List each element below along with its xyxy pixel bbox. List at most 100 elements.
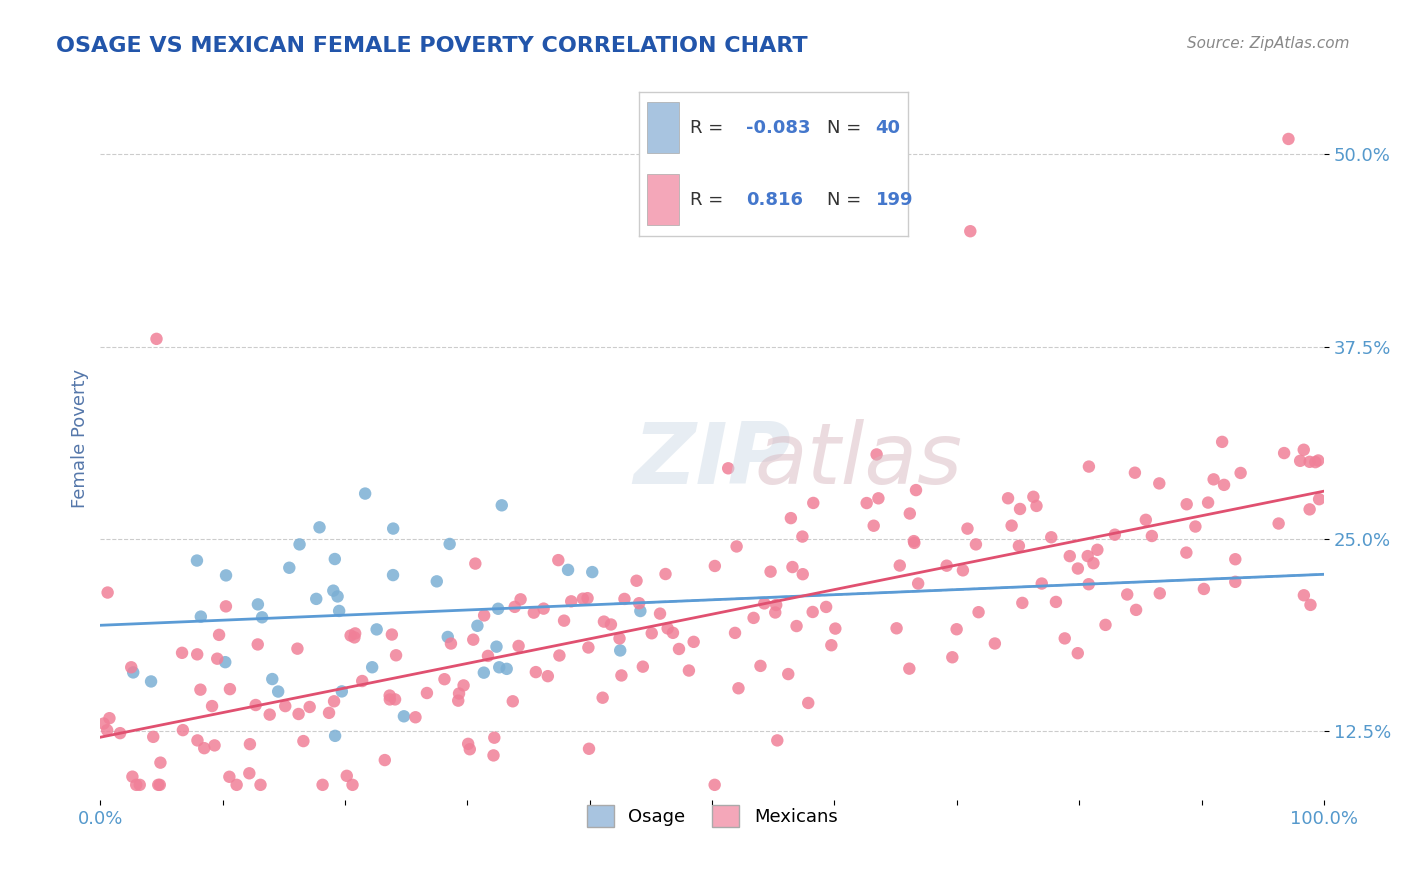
Mexicans — [959, 224, 981, 238]
Mexicans — [239, 737, 262, 751]
Osage — [323, 552, 346, 566]
Mexicans — [292, 734, 315, 748]
Mexicans — [1272, 446, 1295, 460]
Mexicans — [1053, 632, 1076, 646]
Osage — [267, 684, 290, 698]
Mexicans — [1225, 574, 1247, 589]
Mexicans — [149, 756, 172, 770]
Mexicans — [215, 599, 238, 614]
Mexicans — [786, 619, 808, 633]
Mexicans — [703, 558, 725, 573]
Osage — [328, 604, 350, 618]
Mexicans — [503, 599, 526, 614]
Mexicans — [298, 700, 321, 714]
Mexicans — [249, 778, 271, 792]
Mexicans — [245, 698, 267, 712]
Mexicans — [779, 511, 801, 525]
Mexicans — [225, 778, 247, 792]
Osage — [288, 537, 311, 551]
Osage — [436, 630, 458, 644]
Mexicans — [378, 692, 401, 706]
Osage — [214, 655, 236, 669]
Mexicans — [1116, 587, 1139, 601]
Mexicans — [142, 730, 165, 744]
Mexicans — [145, 332, 167, 346]
Mexicans — [824, 622, 846, 636]
Osage — [190, 609, 212, 624]
Osage — [354, 486, 377, 500]
Mexicans — [648, 607, 671, 621]
Mexicans — [148, 778, 170, 792]
Mexicans — [207, 651, 229, 665]
Mexicans — [447, 693, 470, 707]
Mexicans — [533, 601, 555, 615]
Mexicans — [464, 557, 486, 571]
Mexicans — [344, 626, 367, 640]
Mexicans — [509, 592, 531, 607]
Mexicans — [945, 622, 967, 636]
Mexicans — [204, 739, 226, 753]
Mexicans — [287, 641, 309, 656]
Mexicans — [801, 496, 824, 510]
Text: ZIP: ZIP — [633, 419, 792, 502]
Osage — [467, 619, 489, 633]
Mexicans — [1292, 442, 1315, 457]
Mexicans — [463, 632, 485, 647]
Mexicans — [592, 690, 614, 705]
Mexicans — [576, 591, 599, 606]
Mexicans — [218, 770, 240, 784]
Mexicans — [631, 659, 654, 673]
Mexicans — [1077, 549, 1099, 563]
Mexicans — [186, 648, 208, 662]
Mexicans — [1140, 529, 1163, 543]
Mexicans — [447, 686, 470, 700]
Mexicans — [374, 753, 396, 767]
Mexicans — [815, 599, 838, 614]
Mexicans — [96, 723, 118, 738]
Osage — [322, 583, 344, 598]
Mexicans — [1083, 556, 1105, 570]
Osage — [361, 660, 384, 674]
Mexicans — [108, 726, 131, 740]
Osage — [628, 604, 651, 618]
Mexicans — [1067, 646, 1090, 660]
Mexicans — [742, 611, 765, 625]
Text: OSAGE VS MEXICAN FEMALE POVERTY CORRELATION CHART: OSAGE VS MEXICAN FEMALE POVERTY CORRELAT… — [56, 36, 808, 55]
Mexicans — [935, 558, 957, 573]
Mexicans — [682, 635, 704, 649]
Mexicans — [1213, 478, 1236, 492]
Mexicans — [997, 491, 1019, 506]
Mexicans — [186, 733, 208, 747]
Mexicans — [724, 626, 747, 640]
Mexicans — [657, 621, 679, 635]
Mexicans — [898, 662, 921, 676]
Mexicans — [336, 769, 359, 783]
Osage — [250, 610, 273, 624]
Mexicans — [246, 637, 269, 651]
Mexicans — [1040, 530, 1063, 544]
Mexicans — [1077, 459, 1099, 474]
Mexicans — [572, 591, 595, 606]
Mexicans — [378, 689, 401, 703]
Osage — [262, 672, 284, 686]
Osage — [485, 640, 508, 654]
Osage — [426, 574, 449, 589]
Mexicans — [125, 778, 148, 792]
Mexicans — [628, 596, 651, 610]
Mexicans — [1299, 598, 1322, 612]
Osage — [278, 560, 301, 574]
Mexicans — [352, 673, 374, 688]
Mexicans — [342, 778, 364, 792]
Mexicans — [576, 640, 599, 655]
Mexicans — [1225, 552, 1247, 566]
Mexicans — [941, 650, 963, 665]
Mexicans — [765, 598, 787, 612]
Osage — [330, 684, 353, 698]
Mexicans — [1094, 618, 1116, 632]
Mexicans — [548, 648, 571, 663]
Mexicans — [792, 530, 814, 544]
Osage — [581, 565, 603, 579]
Mexicans — [763, 606, 786, 620]
Mexicans — [820, 638, 842, 652]
Mexicans — [792, 567, 814, 582]
